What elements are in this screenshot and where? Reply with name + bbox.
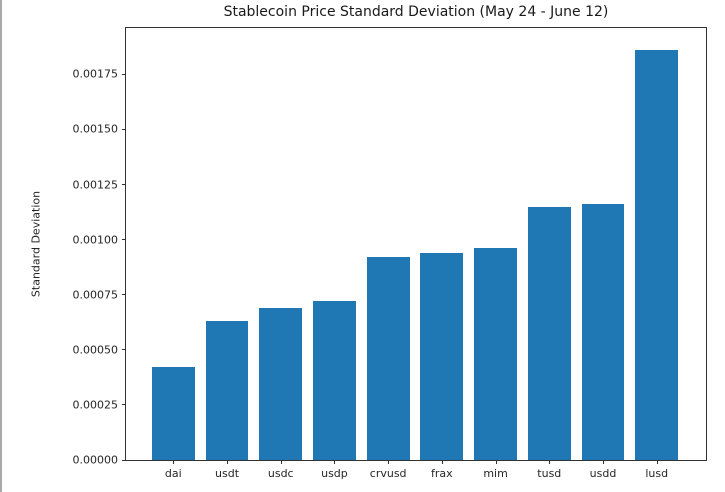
x-tick-mark	[549, 460, 551, 464]
x-tick-mark	[334, 460, 336, 464]
x-tick-mark	[280, 460, 282, 464]
bar-usdp	[313, 301, 356, 460]
y-tick-mark	[122, 73, 126, 75]
y-tick-mark	[122, 128, 126, 130]
bar-frax	[420, 252, 464, 460]
x-tick-mark	[495, 460, 497, 464]
x-tick-mark	[227, 460, 229, 464]
x-tick-mark	[656, 460, 658, 464]
x-tick-mark	[173, 460, 175, 464]
x-tick-label-crvusd: crvusd	[369, 467, 407, 480]
y-axis-title: Standard Deviation	[29, 190, 43, 298]
y-tick-label: 0.00025	[72, 398, 119, 412]
x-tick-label-usdp: usdp	[321, 467, 348, 480]
y-tick-label: 0.00175	[72, 67, 119, 81]
bar-crvusd	[366, 257, 410, 460]
y-tick-label: 0.00150	[72, 122, 119, 136]
y-tick-mark	[122, 239, 126, 241]
y-tick-label: 0.00050	[72, 343, 119, 357]
plot-area: 0.00000 0.00025 0.00050 0.00075 0.00100 0.001…	[73, 27, 707, 480]
x-tick-label-mim: mim	[483, 467, 508, 480]
y-tick-label: 0.00000	[72, 453, 119, 467]
x-tick-mark	[388, 460, 390, 464]
y-tick-label: 0.00125	[72, 178, 119, 191]
x-tick-label-tusd: tusd	[537, 467, 562, 480]
bar-usdc	[259, 307, 303, 460]
bar-lusd	[635, 50, 679, 460]
y-tick-mark	[122, 459, 126, 461]
bar-usdt	[205, 321, 249, 460]
x-tick-mark	[441, 460, 443, 464]
x-tick-label-usdc: usdc	[267, 467, 294, 480]
x-tick-label-dai: dai	[164, 467, 182, 480]
x-tick-label-usdt: usdt	[215, 467, 240, 480]
x-tick-label-usdd: usdd	[589, 467, 617, 480]
y-tick-mark	[122, 184, 126, 185]
y-tick-label: 0.00100	[72, 233, 119, 247]
bar-tusd	[527, 206, 571, 460]
y-tick-mark	[122, 349, 126, 351]
y-tick-mark	[122, 294, 126, 296]
chart-title: Stablecoin Price Standard Deviation (May…	[223, 4, 609, 20]
x-tick-mark	[602, 460, 604, 464]
bar-mim	[474, 248, 517, 460]
bar-usdd	[581, 204, 625, 460]
y-tick-mark	[122, 404, 126, 406]
x-tick-label-lusd: lusd	[645, 467, 669, 480]
bar-dai	[151, 367, 195, 460]
y-tick-label: 0.00075	[72, 288, 119, 302]
x-tick-label-frax: frax	[431, 467, 453, 480]
